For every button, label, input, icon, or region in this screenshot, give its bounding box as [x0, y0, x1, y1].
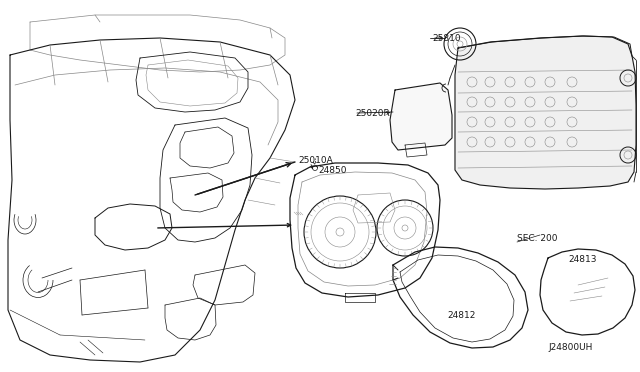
Text: 25010A: 25010A	[298, 155, 333, 164]
Text: J24800UH: J24800UH	[548, 343, 593, 353]
Polygon shape	[455, 36, 636, 189]
Text: 25810: 25810	[432, 33, 461, 42]
Text: 25020R: 25020R	[355, 109, 390, 118]
Text: 24812: 24812	[447, 311, 476, 321]
Text: SEC. 200: SEC. 200	[517, 234, 557, 243]
Text: 24850: 24850	[318, 166, 346, 174]
Polygon shape	[390, 83, 452, 150]
Text: 24813: 24813	[568, 256, 596, 264]
